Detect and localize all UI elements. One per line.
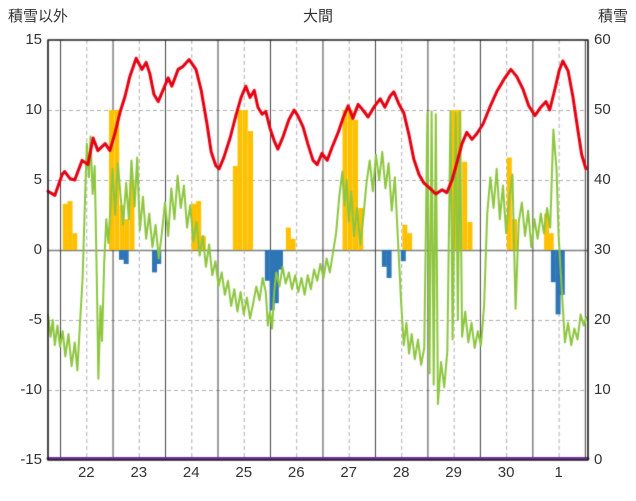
x-axis-day-label: 27 <box>340 464 358 481</box>
x-axis-day-label: 23 <box>130 464 148 481</box>
chart-title: 大間 <box>302 8 333 25</box>
left-axis-tick-label: 10 <box>25 101 42 118</box>
left-axis-tick-label: 0 <box>33 241 42 258</box>
right-axis-tick-label: 0 <box>594 451 603 468</box>
x-axis-day-label: 30 <box>497 464 515 481</box>
x-axis-day-label: 29 <box>445 464 462 481</box>
x-axis-day-label: 28 <box>392 464 410 481</box>
left-axis-tick-label: -10 <box>20 381 42 398</box>
x-axis-day-label: 26 <box>287 464 305 481</box>
right-axis-tick-label: 60 <box>594 31 611 48</box>
left-axis-tick-label: 5 <box>33 171 42 188</box>
x-axis-day-label: 1 <box>554 464 563 481</box>
left-axis-title: 積雪以外 <box>8 8 69 25</box>
x-axis-day-label: 22 <box>77 464 95 481</box>
right-axis-tick-label: 20 <box>594 311 611 328</box>
right-axis-tick-label: 40 <box>594 171 611 188</box>
left-axis-tick-label: 15 <box>25 31 42 48</box>
x-axis-day-label: 25 <box>235 464 253 481</box>
right-axis-tick-label: 10 <box>594 381 611 398</box>
right-axis-title: 積雪 <box>597 8 628 25</box>
left-axis-tick-label: -5 <box>28 311 42 328</box>
x-axis-day-label: 24 <box>182 464 200 481</box>
right-axis-tick-label: 50 <box>594 101 611 118</box>
right-axis-tick-label: 30 <box>594 241 611 258</box>
left-axis-tick-label: -15 <box>20 451 42 468</box>
